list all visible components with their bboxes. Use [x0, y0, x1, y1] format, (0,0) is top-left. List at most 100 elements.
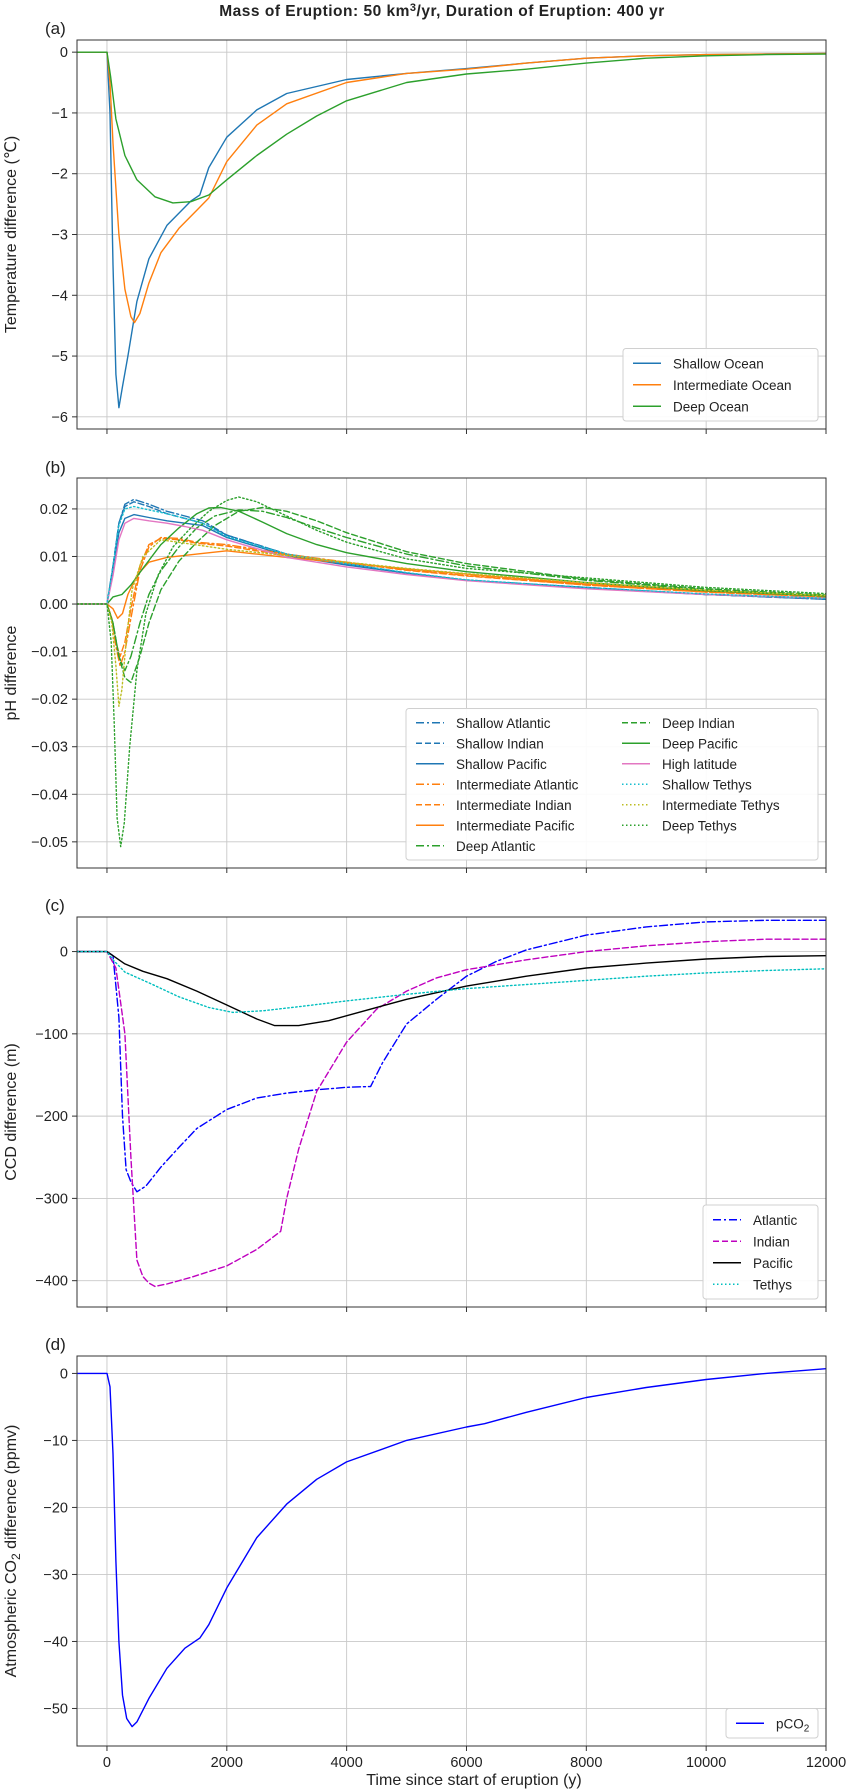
- y-tick-label: −300: [35, 1191, 68, 1207]
- legend-label: Intermediate Atlantic: [456, 777, 579, 792]
- y-tick-label: −0.04: [31, 787, 68, 803]
- legend-label: Deep Tethys: [662, 818, 737, 833]
- legend-label: pCO2: [776, 1716, 810, 1734]
- plot-frame: [76, 916, 827, 1308]
- series-line-atlantic: [77, 919, 826, 1193]
- y-tick-label: 0.01: [40, 549, 68, 565]
- legend-label: Deep Ocean: [673, 399, 749, 414]
- legend-label: Atlantic: [753, 1213, 798, 1228]
- y-tick-label: −100: [35, 1027, 68, 1043]
- series-line-deep-indian: [77, 506, 826, 684]
- series-line-indian: [77, 938, 826, 1288]
- y-tick-label: −2: [51, 167, 68, 183]
- legend: Atlantic Indian Pacific Tethys: [702, 1204, 819, 1300]
- legend-label: Intermediate Tethys: [662, 798, 780, 813]
- legend-label: High latitude: [662, 757, 737, 772]
- y-tick-label: 0: [60, 45, 68, 61]
- y-tick-label: −3: [51, 228, 68, 244]
- panel-1: (b) 0.02 0.01 0.00 −0.01 −0.02 −0.03 −0.04 −0.05…: [3, 458, 827, 873]
- y-tick-label: −10: [43, 1433, 68, 1449]
- y-tick-label: −4: [51, 288, 68, 304]
- series-line-pacific: [77, 950, 826, 1027]
- y-axis-label: Temperature difference (℃): [3, 136, 20, 333]
- legend-label: Shallow Tethys: [662, 777, 752, 792]
- panel-label: (c): [45, 896, 65, 915]
- series-line-shallow-tethys: [77, 505, 826, 605]
- x-tick-label: 8000: [570, 1755, 602, 1771]
- y-tick-label: −1: [51, 106, 68, 122]
- plot-frame: [76, 477, 827, 869]
- x-tick-label: 0: [103, 1755, 111, 1771]
- series-group: [77, 1368, 826, 1728]
- legend-label: Deep Atlantic: [456, 839, 536, 854]
- legend-label: Shallow Ocean: [673, 356, 764, 371]
- legend-label: Tethys: [753, 1277, 792, 1292]
- panel-label: (a): [45, 19, 66, 38]
- series-group: [77, 51, 826, 409]
- panel-label: (b): [45, 458, 66, 477]
- legend-label: Intermediate Pacific: [456, 818, 575, 833]
- y-tick-label: −40: [43, 1634, 68, 1650]
- legend-label: Intermediate Indian: [456, 798, 572, 813]
- panel-2: (c) 0 −100 −200 −300 −400 CCD difference (m) At…: [3, 896, 827, 1312]
- y-tick-label: −50: [43, 1701, 68, 1717]
- y-axis-label: Atmospheric CO2 difference (ppmv): [3, 1425, 23, 1678]
- y-tick-label: −0.01: [31, 645, 68, 661]
- y-tick-label: −0.02: [31, 692, 68, 708]
- series-group: [77, 919, 826, 1288]
- series-line-tethys: [77, 950, 826, 1014]
- x-axis-label: Time since start of eruption (y): [366, 1772, 581, 1789]
- series-line-deep-ocean: [77, 51, 826, 204]
- y-tick-label: −200: [35, 1109, 68, 1125]
- legend-label: Deep Indian: [662, 716, 735, 731]
- series-group: [77, 496, 826, 848]
- legend: pCO2: [725, 1708, 819, 1739]
- legend-label: Shallow Indian: [456, 736, 544, 751]
- y-tick-label: 0.02: [40, 502, 68, 518]
- y-tick-label: −0.03: [31, 740, 68, 756]
- y-tick-label: −400: [35, 1274, 68, 1290]
- y-tick-label: 0: [60, 945, 68, 961]
- x-tick-label: 12000: [806, 1755, 846, 1771]
- panels: (a) 0 −1 −2 −3 −4 −5 −6 Temperature difference (…: [3, 19, 846, 1771]
- y-tick-label: −30: [43, 1567, 68, 1583]
- series-line-intermediate-ocean: [77, 51, 826, 324]
- legend: Shallow Atlantic Shallow Indian Shallow Pa…: [405, 708, 819, 861]
- series-line-deep-tethys: [77, 496, 826, 848]
- y-tick-label: −0.05: [31, 835, 68, 851]
- series-line-high-latitude: [77, 517, 826, 605]
- y-axis-label: pH difference: [3, 625, 20, 720]
- x-tick-label: 6000: [450, 1755, 482, 1771]
- x-tick-label: 10000: [686, 1755, 726, 1771]
- series-line-deep-pacific: [77, 506, 826, 605]
- y-tick-label: −20: [43, 1500, 68, 1516]
- figure-title: Mass of Eruption: 50 km3/yr, Duration of…: [219, 2, 664, 20]
- legend-box: [725, 1708, 819, 1739]
- y-tick-label: −6: [51, 410, 68, 426]
- panel-label: (d): [45, 1335, 66, 1354]
- legend-label: Indian: [753, 1234, 790, 1249]
- legend-box: [702, 1204, 819, 1300]
- y-tick-label: 0: [60, 1366, 68, 1382]
- legend-label: Intermediate Ocean: [673, 378, 792, 393]
- series-line-deep-atlantic: [77, 509, 826, 672]
- plot-frame: [76, 39, 827, 430]
- legend-box: [622, 348, 819, 422]
- legend: Shallow Ocean Intermediate Ocean Deep Ocea…: [622, 348, 819, 422]
- panel-0: (a) 0 −1 −2 −3 −4 −5 −6 Temperature difference (…: [3, 19, 827, 434]
- series-line-intermediate-tethys: [77, 539, 826, 707]
- legend-label: Pacific: [753, 1256, 793, 1271]
- y-tick-label: 0.00: [40, 597, 68, 613]
- y-axis-label: CCD difference (m): [3, 1043, 20, 1181]
- legend-label: Shallow Atlantic: [456, 716, 551, 731]
- legend-box: [405, 708, 819, 861]
- legend-label: Deep Pacific: [662, 736, 738, 751]
- series-line-pco2: [77, 1368, 826, 1728]
- x-tick-label: 4000: [331, 1755, 363, 1771]
- panel-3: (d) 0 −10 −20 −30 −40 −50 0 2000 4000 6000 8000 1000…: [3, 1335, 846, 1771]
- plot-frame: [76, 1355, 827, 1747]
- x-tick-label: 2000: [211, 1755, 243, 1771]
- y-tick-label: −5: [51, 349, 68, 365]
- legend-label: Shallow Pacific: [456, 757, 547, 772]
